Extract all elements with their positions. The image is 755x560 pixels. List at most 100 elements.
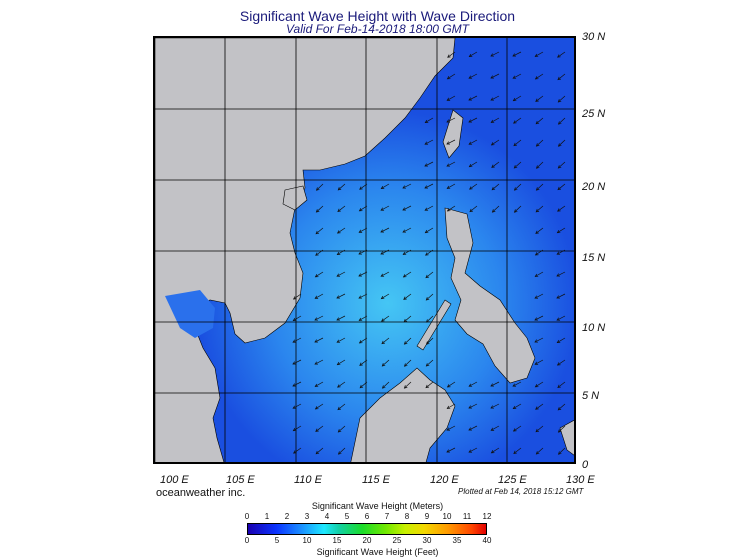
wave-arrow-head (534, 317, 538, 321)
wave-arrow-head (402, 185, 406, 189)
palawan-island (416, 299, 452, 351)
wave-arrow (337, 249, 346, 255)
wave-arrow (293, 447, 302, 454)
wave-arrow-head (292, 317, 297, 321)
wave-arrow (315, 271, 324, 278)
colorbar-meters-tick: 5 (344, 512, 350, 521)
colorbar-feet-tick: 20 (362, 536, 372, 545)
wave-arrow (403, 271, 412, 278)
wave-arrow-head (490, 119, 495, 123)
map-subtitle: Valid For Feb-14-2018 18:00 GMT (286, 22, 469, 36)
credit-text: oceanweather inc. (156, 487, 246, 499)
wave-arrow (404, 381, 412, 389)
wave-arrow (293, 425, 302, 431)
wave-arrow (557, 337, 566, 343)
wave-arrow-head (402, 274, 407, 278)
colorbar-meters-title: Significant Wave Height (Meters) (311, 501, 444, 511)
wave-arrow-head (337, 429, 342, 433)
wave-arrow-head (336, 273, 341, 277)
wave-arrow-head (446, 427, 451, 431)
wave-arrow-head (315, 209, 320, 213)
wave-arrow-head (403, 363, 408, 367)
wave-arrow (359, 359, 368, 366)
wave-arrow-head (557, 406, 562, 411)
wave-arrow-head (535, 451, 540, 455)
wave-arrow-head (512, 383, 517, 387)
wave-arrow-head (402, 251, 407, 255)
wave-arrow-head (447, 54, 451, 58)
wave-arrow (557, 359, 566, 366)
wave-arrow-head (336, 317, 340, 321)
wave-arrow (535, 271, 544, 277)
wave-arrow (513, 95, 522, 101)
wave-arrow (314, 359, 324, 365)
wave-arrow (446, 139, 456, 145)
wave-arrow (337, 403, 346, 410)
colorbar-meters-tick: 10 (442, 512, 452, 521)
wave-arrow-head (315, 252, 319, 256)
wave-arrow-head (535, 230, 539, 234)
wave-arrow-head (314, 274, 319, 278)
mainland-asia (155, 38, 456, 462)
wave-arrow-head (490, 405, 494, 409)
wave-arrow-head (556, 295, 560, 299)
wave-arrow (359, 381, 368, 389)
wave-arrow (558, 425, 566, 433)
wave-arrow-head (535, 120, 540, 125)
wave-arrow-head (557, 384, 561, 388)
wave-arrow-head (403, 296, 407, 300)
wave-arrow (557, 227, 566, 234)
wave-arrow-head (556, 273, 560, 277)
colorbar-feet-tick: 15 (332, 536, 342, 545)
wave-arrow (315, 447, 324, 455)
wave-arrow (469, 205, 478, 212)
wave-arrow (535, 73, 544, 80)
wave-arrow (513, 117, 522, 124)
wave-arrow-head (556, 339, 561, 343)
wave-arrow-head (490, 142, 495, 146)
wave-arrow (468, 403, 478, 409)
wave-arrow-head (315, 187, 320, 191)
wave-arrow-head (424, 119, 429, 123)
map-canvas (155, 38, 574, 462)
wave-arrow-head (534, 339, 538, 343)
wave-arrow (514, 205, 522, 213)
colorbar-feet-title: Significant Wave Height (Feet) (316, 547, 439, 557)
colorbar-meters-tick: 12 (482, 512, 492, 521)
wave-arrow (359, 337, 368, 344)
lon-label-105e: 105 E (226, 474, 255, 486)
wave-arrow (491, 161, 500, 168)
wave-arrow (512, 73, 522, 79)
sulawesi (559, 419, 574, 456)
wave-arrow (403, 315, 412, 323)
wave-arrow-head (402, 207, 406, 211)
wave-arrow-head (358, 208, 363, 212)
wave-arrow (447, 183, 456, 189)
wave-arrow (556, 249, 566, 255)
wave-arrow (534, 315, 544, 321)
wave-arrow (468, 139, 478, 145)
wave-arrow (535, 403, 544, 410)
wave-arrow (380, 271, 390, 277)
wave-arrow (402, 183, 412, 189)
plotted-timestamp: Plotted at Feb 14, 2018 15:12 GMT (458, 487, 584, 496)
wave-arrow (447, 205, 456, 212)
wave-arrow-head (468, 427, 472, 431)
wave-arrow-head (380, 295, 385, 300)
wave-arrow-head (557, 143, 562, 147)
wave-arrow (535, 425, 544, 432)
wave-arrow (492, 205, 500, 213)
wave-arrow (535, 51, 544, 57)
wave-arrow-head (314, 295, 319, 299)
wave-arrow (490, 73, 500, 79)
wave-arrow-head (513, 450, 517, 454)
wave-arrow (556, 271, 566, 277)
wave-arrow-head (535, 406, 539, 410)
wave-arrow-head (359, 186, 363, 190)
lon-label-125e: 125 E (498, 474, 527, 486)
colorbar-feet-tick: 40 (482, 536, 492, 545)
wave-arrow (381, 183, 390, 189)
wave-arrow (404, 359, 412, 367)
wave-arrow-head (358, 251, 362, 255)
wave-arrow (469, 51, 478, 57)
